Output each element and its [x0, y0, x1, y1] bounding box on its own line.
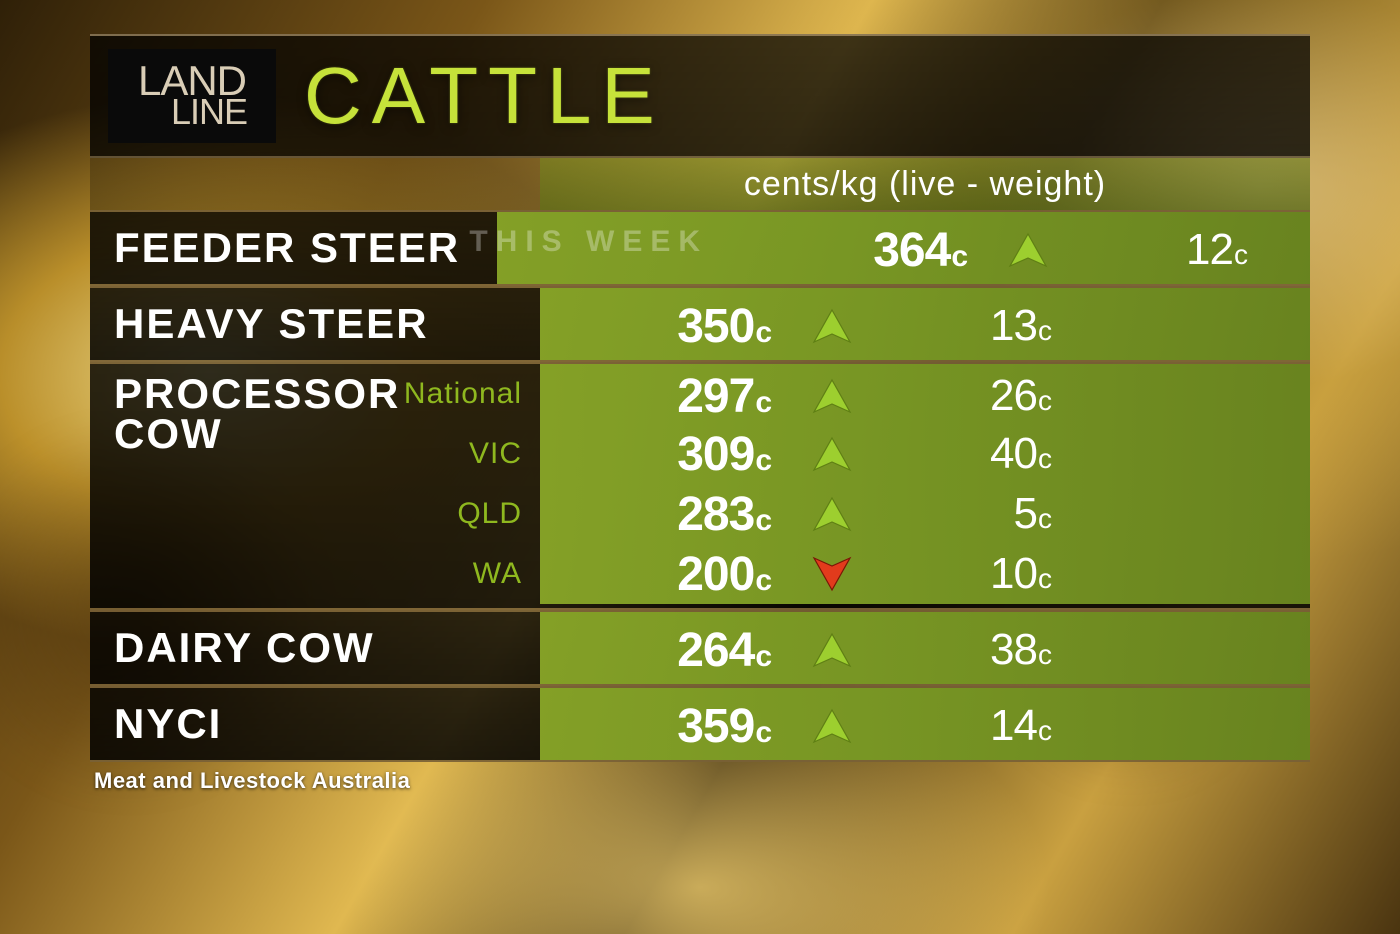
sections-host: FEEDER STEERTHIS WEEK364c12cHEAVY STEER3…: [90, 210, 1310, 762]
price-section: HEAVY STEER 350c 13c: [90, 286, 1310, 362]
price-section: NYCI 359c 14c: [90, 686, 1310, 762]
value-col: 309c 40c: [540, 424, 1310, 484]
category-label: NYCI: [114, 704, 222, 744]
price-row: HEAVY STEER 350c 13c: [90, 288, 1310, 360]
change-value: 5c: [892, 489, 1052, 539]
change-value: 14c: [892, 701, 1052, 751]
label-col: FEEDER STEER: [90, 212, 497, 284]
region-label: QLD: [457, 497, 522, 531]
label-col: QLD: [90, 484, 540, 544]
price-row: PROCESSORCOWNational 297c 26c: [90, 364, 1310, 424]
change-arrow: [772, 706, 892, 746]
change-arrow: [772, 434, 892, 474]
label-col: HEAVY STEER: [90, 288, 540, 360]
source-attribution: Meat and Livestock Australia: [90, 768, 1310, 794]
price-row: WA 200c 10c: [90, 544, 1310, 604]
header-bar: LAND LINE CATTLE: [90, 34, 1310, 158]
logo-line2: LINE: [171, 96, 247, 128]
price-value: 200c: [572, 547, 772, 602]
change-value: 10c: [892, 549, 1052, 599]
unit-cell: cents/kg (live - weight): [540, 158, 1310, 210]
change-arrow: [772, 554, 892, 594]
price-row: QLD 283c 5c: [90, 484, 1310, 544]
price-value: 297c: [572, 369, 772, 424]
value-col: 297c 26c: [540, 364, 1310, 424]
value-col: 359c 14c: [540, 688, 1310, 760]
change-value: 13c: [892, 301, 1052, 351]
change-arrow: [968, 230, 1088, 270]
price-row: DAIRY COW 264c 38c: [90, 612, 1310, 684]
price-row: FEEDER STEERTHIS WEEK364c12c: [90, 212, 1310, 284]
price-row: NYCI 359c 14c: [90, 688, 1310, 760]
landline-logo: LAND LINE: [108, 49, 276, 143]
region-label: National: [404, 377, 522, 411]
arrow-down-icon: [812, 554, 852, 594]
label-col: NYCI: [90, 688, 540, 760]
price-section: DAIRY COW 264c 38c: [90, 610, 1310, 686]
arrow-up-icon: [812, 706, 852, 746]
arrow-up-icon: [812, 494, 852, 534]
change-value: 38c: [892, 625, 1052, 675]
value-col: THIS WEEK364c12c: [497, 212, 1310, 284]
price-section: FEEDER STEERTHIS WEEK364c12c: [90, 210, 1310, 286]
unit-label: cents/kg (live - weight): [744, 165, 1106, 204]
market-panel: LAND LINE CATTLE cents/kg (live - weight…: [90, 34, 1310, 794]
arrow-up-icon: [812, 434, 852, 474]
price-value: 364c: [768, 223, 968, 278]
price-value: 309c: [572, 427, 772, 482]
change-value: 40c: [892, 429, 1052, 479]
change-arrow: [772, 376, 892, 416]
category-label: HEAVY STEER: [114, 304, 429, 344]
label-col: PROCESSORCOWNational: [90, 364, 540, 424]
page-title: CATTLE: [304, 50, 665, 142]
change-value: 26c: [892, 371, 1052, 421]
value-col: 283c 5c: [540, 484, 1310, 544]
category-label: DAIRY COW: [114, 628, 375, 668]
label-col: WA: [90, 544, 540, 604]
price-row: VIC 309c 40c: [90, 424, 1310, 484]
arrow-up-icon: [1008, 230, 1048, 270]
arrow-up-icon: [812, 376, 852, 416]
label-col: VIC: [90, 424, 540, 484]
price-value: 359c: [572, 699, 772, 754]
region-label: VIC: [469, 437, 522, 471]
price-value: 283c: [572, 487, 772, 542]
label-col: DAIRY COW: [90, 612, 540, 684]
arrow-up-icon: [812, 306, 852, 346]
region-label: WA: [473, 557, 522, 591]
unit-row: cents/kg (live - weight): [90, 158, 1310, 210]
arrow-up-icon: [812, 630, 852, 670]
value-col: 350c 13c: [540, 288, 1310, 360]
price-value: 264c: [572, 623, 772, 678]
change-value: 12c: [1088, 225, 1248, 275]
change-arrow: [772, 306, 892, 346]
value-col: 264c 38c: [540, 612, 1310, 684]
category-label: FEEDER STEER: [114, 228, 460, 268]
change-arrow: [772, 494, 892, 534]
value-col: 200c 10c: [540, 544, 1310, 604]
price-value: 350c: [572, 299, 772, 354]
change-arrow: [772, 630, 892, 670]
price-section: PROCESSORCOWNational297c26cVIC309c40cQLD…: [90, 362, 1310, 610]
